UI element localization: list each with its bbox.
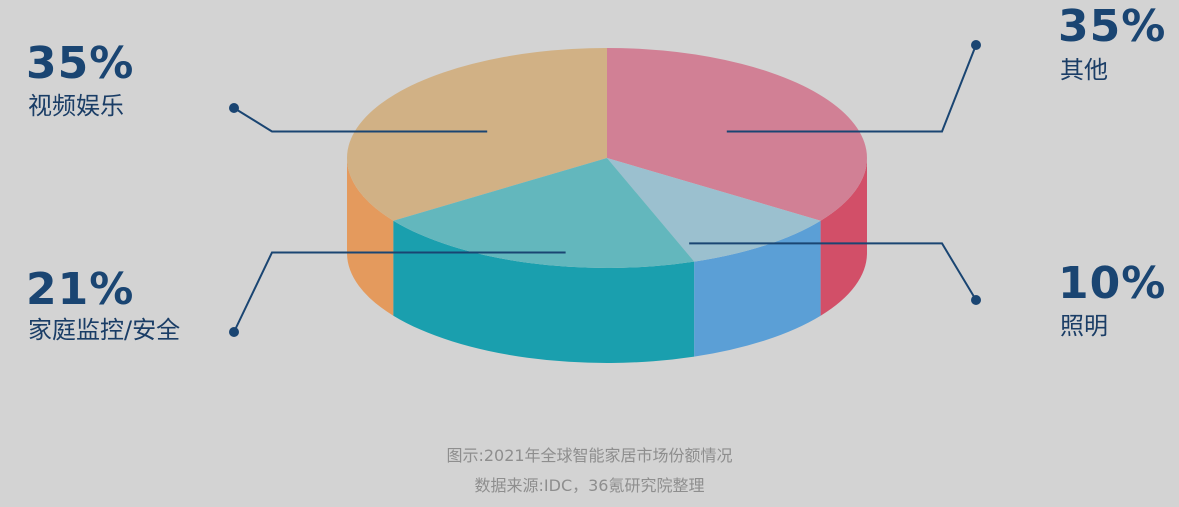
leader-line-home-security xyxy=(233,251,566,333)
leader-dot-lighting xyxy=(971,295,981,305)
label-other-percent: 35% xyxy=(1058,1,1167,52)
label-lighting-percent: 10% xyxy=(1058,258,1167,309)
caption-source: 数据来源:IDC，36氪研究院整理 xyxy=(474,476,705,495)
pie-side-video-entertainment xyxy=(347,158,394,316)
leader-line-lighting xyxy=(689,242,977,301)
leader-line-video-entertainment xyxy=(233,107,488,133)
pie-slice-other xyxy=(607,48,867,221)
label-video-entertainment-percent: 35% xyxy=(26,38,135,89)
label-video-entertainment-name: 视频娱乐 xyxy=(28,92,124,120)
pie-slice-video-entertainment xyxy=(347,48,607,221)
pie-side-other xyxy=(820,158,867,316)
leader-dot-home-security xyxy=(229,327,239,337)
label-home-security-percent: 21% xyxy=(26,264,135,315)
pie-side-lighting xyxy=(694,220,821,357)
leader-line-other xyxy=(726,44,977,133)
label-home-security-name: 家庭监控/安全 xyxy=(28,316,181,344)
label-other-name: 其他 xyxy=(1060,56,1108,84)
label-lighting-name: 照明 xyxy=(1060,312,1108,340)
pie-side-home-security xyxy=(393,220,695,363)
pie-slice-lighting xyxy=(607,158,821,262)
pie-slice-home-security xyxy=(393,158,695,268)
caption-title: 图示:2021年全球智能家居市场份额情况 xyxy=(446,446,733,465)
leader-dot-other xyxy=(971,40,981,50)
leader-dot-video-entertainment xyxy=(229,103,239,113)
